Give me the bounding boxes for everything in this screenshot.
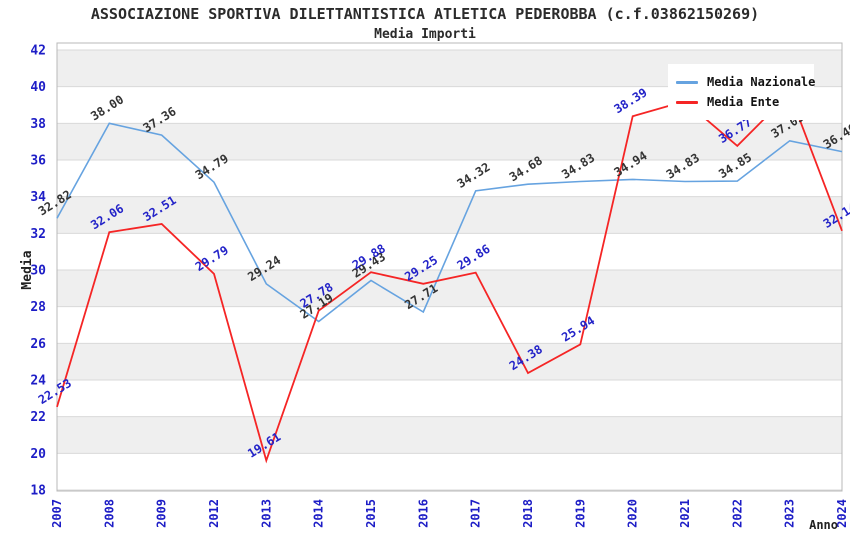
x-tick-label: 2024 — [835, 499, 849, 528]
plot-band — [57, 196, 842, 234]
legend-line-sample-nazionale — [676, 80, 698, 84]
x-tick-label: 2008 — [102, 499, 116, 528]
legend-item-media-nazionale: Media Nazionale — [676, 73, 815, 91]
y-axis-title: Media — [20, 250, 35, 289]
y-tick-label: 20 — [30, 447, 46, 462]
x-tick-label: 2021 — [678, 499, 692, 528]
y-tick-label: 32 — [30, 227, 46, 242]
plot-band — [57, 123, 842, 160]
point-label: 29.79 — [193, 243, 231, 274]
point-label: 38.39 — [612, 85, 650, 116]
chart-title: ASSOCIAZIONE SPORTIVA DILETTANTISTICA AT… — [90, 5, 760, 23]
legend-label-ente: Media Ente — [707, 95, 780, 109]
legend-item-media-ente: Media Ente — [676, 93, 808, 111]
point-label: 29.86 — [455, 242, 493, 273]
legend-line-sample-ente — [676, 100, 698, 104]
x-tick-label: 2013 — [259, 499, 273, 528]
plot-band — [57, 270, 842, 307]
series-line-nazionale — [56, 122, 843, 323]
y-tick-label: 24 — [30, 374, 46, 389]
y-tick-label: 28 — [30, 300, 46, 315]
x-tick-label: 2018 — [521, 499, 535, 528]
plot-border — [56, 42, 843, 492]
y-tick-label: 36 — [30, 154, 46, 169]
x-tick-label: 2017 — [469, 499, 483, 528]
x-tick-label: 2015 — [364, 499, 378, 528]
x-tick-label: 2009 — [155, 499, 169, 528]
legend: Media Nazionale Media Ente — [668, 64, 815, 120]
x-tick-label: 2023 — [783, 499, 797, 528]
x-tick-label: 2020 — [626, 499, 640, 528]
plot-band — [57, 416, 842, 454]
point-label: 34.32 — [455, 160, 493, 191]
x-tick-label: 2019 — [573, 499, 587, 528]
y-tick-label: 38 — [30, 117, 46, 132]
series-line-ente — [56, 91, 843, 464]
x-tick-label: 2012 — [207, 499, 221, 528]
y-tick-label: 26 — [30, 337, 46, 352]
y-tick-label: 42 — [30, 44, 46, 59]
point-label: 25.94 — [559, 313, 597, 344]
x-tick-label: 2007 — [50, 499, 64, 528]
legend-label-nazionale: Media Nazionale — [707, 75, 816, 89]
chart-subtitle: Media Importi — [374, 27, 476, 42]
point-label: 38.00 — [88, 92, 126, 123]
plot-band — [57, 343, 842, 380]
y-tick-label: 40 — [30, 80, 46, 95]
y-tick-label: 18 — [30, 484, 46, 499]
y-tick-label: 22 — [30, 410, 46, 425]
x-axis-title: Anno — [809, 518, 838, 532]
x-tick-label: 2022 — [730, 499, 744, 528]
x-tick-label: 2016 — [416, 499, 430, 528]
y-tick-label: 34 — [30, 190, 46, 205]
y-tick-label: 30 — [30, 264, 46, 279]
x-tick-label: 2014 — [312, 499, 326, 528]
